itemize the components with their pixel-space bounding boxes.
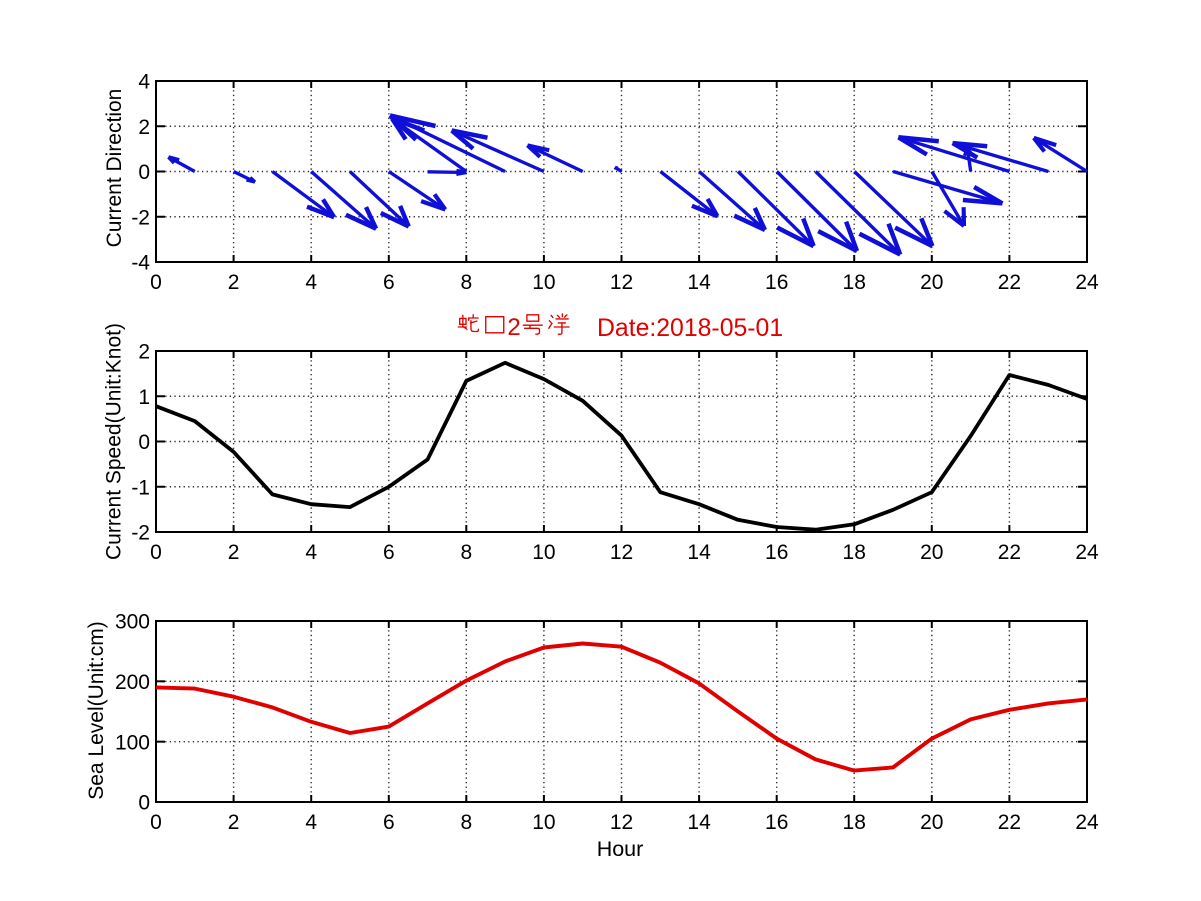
svg-text:14: 14 bbox=[687, 271, 711, 294]
svg-text:6: 6 bbox=[383, 811, 395, 834]
svg-text:Current Direction: Current Direction bbox=[103, 89, 126, 248]
svg-text:8: 8 bbox=[460, 541, 472, 564]
svg-text:10: 10 bbox=[532, 541, 555, 564]
svg-text:4: 4 bbox=[138, 71, 150, 94]
svg-text:Hour: Hour bbox=[597, 837, 644, 861]
svg-text:22: 22 bbox=[998, 811, 1021, 834]
svg-text:12: 12 bbox=[610, 811, 633, 834]
svg-text:0: 0 bbox=[138, 792, 150, 815]
svg-text:6: 6 bbox=[383, 271, 395, 294]
svg-text:10: 10 bbox=[532, 811, 555, 834]
svg-text:6: 6 bbox=[383, 541, 395, 564]
svg-text:10: 10 bbox=[532, 271, 555, 294]
svg-text:2: 2 bbox=[228, 541, 240, 564]
svg-text:8: 8 bbox=[460, 271, 472, 294]
svg-text:300: 300 bbox=[115, 611, 150, 634]
svg-text:2: 2 bbox=[507, 314, 520, 341]
svg-text:20: 20 bbox=[920, 541, 943, 564]
svg-text:Sea Level(Unit:cm): Sea Level(Unit:cm) bbox=[85, 621, 108, 800]
svg-text:14: 14 bbox=[687, 541, 711, 564]
svg-text:-2: -2 bbox=[131, 206, 150, 229]
svg-text:20: 20 bbox=[920, 271, 943, 294]
svg-text:18: 18 bbox=[843, 811, 866, 834]
svg-text:8: 8 bbox=[460, 811, 472, 834]
svg-text:100: 100 bbox=[115, 731, 150, 754]
svg-text:0: 0 bbox=[138, 161, 150, 184]
svg-text:-1: -1 bbox=[131, 476, 150, 499]
svg-text:12: 12 bbox=[610, 271, 633, 294]
svg-text:16: 16 bbox=[765, 811, 788, 834]
svg-text:1: 1 bbox=[138, 386, 150, 409]
svg-text:0: 0 bbox=[150, 811, 162, 834]
svg-text:0: 0 bbox=[150, 271, 162, 294]
svg-text:18: 18 bbox=[843, 541, 866, 564]
svg-text:2: 2 bbox=[228, 811, 240, 834]
svg-text:2: 2 bbox=[228, 271, 240, 294]
svg-text:24: 24 bbox=[1075, 541, 1099, 564]
svg-text:4: 4 bbox=[305, 271, 317, 294]
svg-text:2: 2 bbox=[138, 341, 150, 364]
svg-text:22: 22 bbox=[998, 541, 1021, 564]
svg-text:-4: -4 bbox=[131, 252, 150, 275]
svg-text:Date:2018-05-01: Date:2018-05-01 bbox=[597, 315, 783, 342]
svg-text:-2: -2 bbox=[131, 522, 150, 545]
svg-text:16: 16 bbox=[765, 271, 788, 294]
svg-text:4: 4 bbox=[305, 811, 317, 834]
svg-text:0: 0 bbox=[138, 431, 150, 454]
svg-text:0: 0 bbox=[150, 541, 162, 564]
svg-text:4: 4 bbox=[305, 541, 317, 564]
svg-text:2: 2 bbox=[138, 116, 150, 139]
svg-text:24: 24 bbox=[1075, 811, 1099, 834]
svg-text:20: 20 bbox=[920, 811, 943, 834]
svg-text:Current Speed(Unit:Knot): Current Speed(Unit:Knot) bbox=[103, 323, 126, 560]
svg-text:12: 12 bbox=[610, 541, 633, 564]
svg-text:200: 200 bbox=[115, 671, 150, 694]
svg-text:18: 18 bbox=[843, 271, 866, 294]
svg-text:22: 22 bbox=[998, 271, 1021, 294]
svg-text:14: 14 bbox=[687, 811, 711, 834]
svg-text:24: 24 bbox=[1075, 271, 1099, 294]
svg-text:16: 16 bbox=[765, 541, 788, 564]
